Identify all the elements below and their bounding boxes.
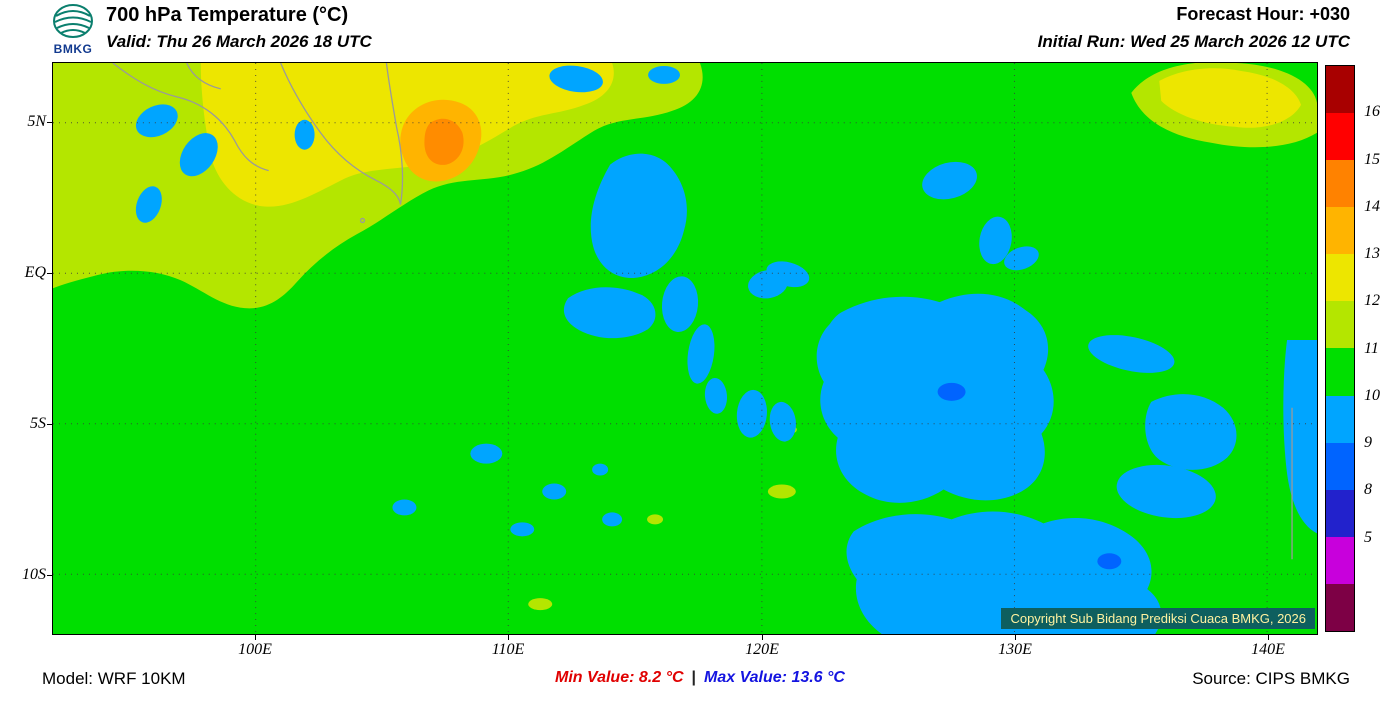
temperature-field [53, 63, 1317, 634]
colorbar-label: 11 [1364, 339, 1379, 357]
lat-axis-label: 5N [27, 113, 46, 130]
lat-axis-label: EQ [24, 264, 46, 281]
lat-axis-tick [47, 424, 52, 425]
colorbar-segment [1326, 442, 1354, 490]
lon-axis-tick [508, 635, 509, 640]
colorbar-label: 5 [1364, 528, 1372, 546]
max-value: Max Value: 13.6 °C [704, 669, 845, 686]
valid-time: Valid: Thu 26 March 2026 18 UTC [106, 32, 372, 51]
colorbar-segment [1326, 66, 1354, 114]
lon-axis-label: 110E [491, 641, 525, 658]
min-value: Min Value: 8.2 °C [555, 669, 684, 686]
colorbar-segment [1326, 583, 1354, 631]
initial-run: Initial Run: Wed 25 March 2026 12 UTC [1037, 32, 1350, 51]
colorbar-segment [1326, 207, 1354, 255]
colorbar-segment [1326, 395, 1354, 443]
bmkg-logo-text: BMKG [53, 42, 93, 56]
lat-axis-tick [47, 575, 52, 576]
lon-axis-tick [762, 635, 763, 640]
lon-axis-label: 140E [1251, 641, 1285, 658]
colorbar-label: 12 [1364, 292, 1380, 310]
temperature-map [53, 63, 1317, 634]
lat-axis-tick [47, 273, 52, 274]
model-label: Model: WRF 10KM [42, 669, 186, 688]
colorbar-segment [1326, 536, 1354, 584]
lat-axis-label: 5S [30, 415, 46, 432]
lat-axis-label: 10S [22, 566, 46, 583]
min-max-separator: | [691, 669, 696, 686]
colorbar-label: 15 [1364, 150, 1380, 168]
map-canvas: Copyright Sub Bidang Prediksi Cuaca BMKG… [52, 62, 1318, 635]
colorbar-segment [1326, 113, 1354, 161]
lon-axis-tick [1015, 635, 1016, 640]
bmkg-logo: BMKG [44, 2, 102, 60]
bmkg-logo-icon [53, 4, 93, 38]
colorbar [1325, 65, 1355, 632]
colorbar-label: 9 [1364, 434, 1372, 451]
forecast-hour: Forecast Hour: +030 [1176, 4, 1350, 24]
copyright-notice: Copyright Sub Bidang Prediksi Cuaca BMKG… [1001, 608, 1315, 629]
lon-axis-label: 100E [238, 641, 272, 658]
lon-axis-tick [255, 635, 256, 640]
colorbar-segment [1326, 254, 1354, 302]
source-label: Source: CIPS BMKG [1192, 669, 1350, 688]
lon-axis-tick [1268, 635, 1269, 640]
colorbar-label: 10 [1364, 386, 1380, 404]
colorbar-segment [1326, 489, 1354, 537]
colorbar-label: 14 [1364, 197, 1380, 215]
colorbar-label: 8 [1364, 481, 1372, 499]
colorbar-segment [1326, 348, 1354, 396]
graticule [53, 63, 1317, 634]
colorbar-label: 16 [1364, 103, 1380, 121]
lat-axis-tick [47, 122, 52, 123]
min-max-values: Min Value: 8.2 °C | Max Value: 13.6 °C [0, 669, 1400, 687]
page-title: 700 hPa Temperature (°C) [106, 4, 349, 26]
lon-axis-label: 130E [998, 641, 1032, 658]
colorbar-segment [1326, 301, 1354, 349]
colorbar-segment [1326, 160, 1354, 208]
lon-axis-label: 120E [745, 641, 779, 658]
colorbar-label: 13 [1364, 245, 1380, 262]
foreign-borders [112, 63, 1293, 560]
